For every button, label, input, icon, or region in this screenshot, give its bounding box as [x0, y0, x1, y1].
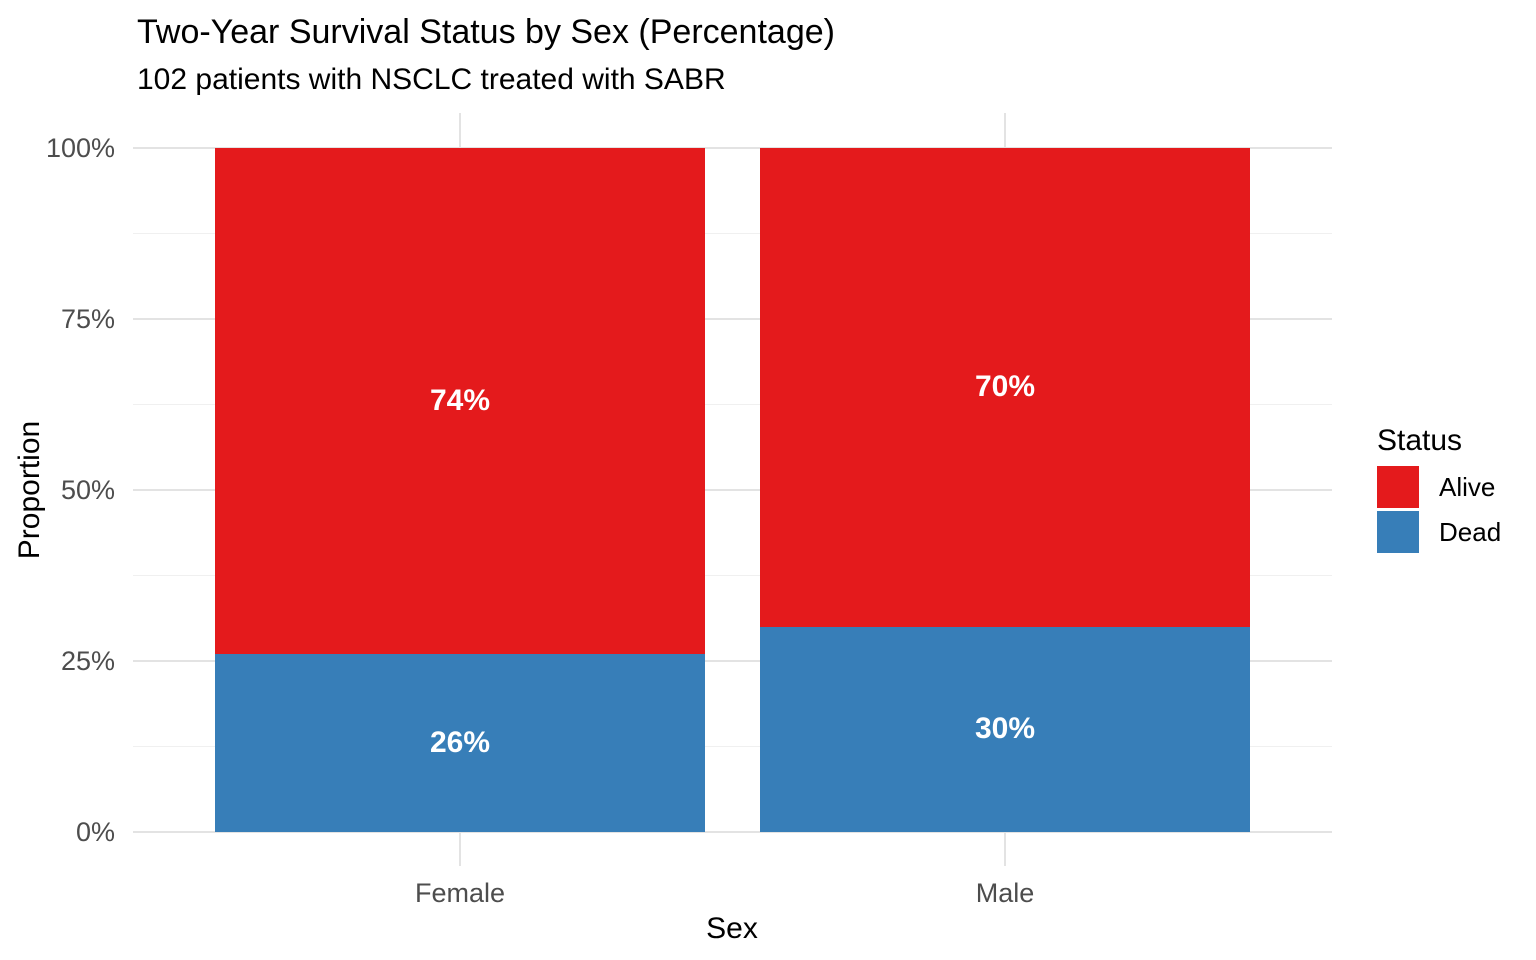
gridline-minor — [133, 575, 1332, 576]
legend: Status Alive Dead — [1377, 423, 1501, 556]
y-tick-label: 25% — [60, 646, 115, 676]
bar-label: 26% — [429, 726, 491, 760]
y-axis-title: Proportion — [13, 420, 46, 560]
legend-label: Alive — [1439, 472, 1496, 502]
bar-label: 70% — [974, 370, 1036, 404]
gridline-major — [133, 147, 1332, 149]
bar-segment-alive-male — [760, 148, 1250, 627]
legend-label: Dead — [1439, 517, 1502, 547]
gridline-minor — [133, 746, 1332, 747]
legend-entries: Alive Dead — [1377, 466, 1501, 553]
chart-title: Two-Year Survival Status by Sex (Percent… — [137, 13, 835, 51]
legend-swatch-alive — [1377, 466, 1419, 508]
legend-entry: Dead — [1377, 511, 1501, 553]
x-axis-title: Sex — [706, 912, 758, 945]
y-tick-label: 50% — [60, 475, 115, 505]
legend-swatch-dead — [1377, 511, 1419, 553]
gridline-major — [133, 489, 1332, 491]
y-tick-label: 100% — [45, 133, 115, 163]
bar-label: 30% — [974, 712, 1036, 746]
bar-segment-dead-female — [215, 654, 705, 832]
gridline-minor — [133, 404, 1332, 405]
y-tick-label: 75% — [60, 304, 115, 334]
bar-segment-alive-female — [215, 148, 705, 655]
gridline-minor — [133, 233, 1332, 234]
bar-segment-dead-male — [760, 626, 1250, 832]
legend-title: Status — [1377, 424, 1463, 457]
gridline-major — [133, 831, 1332, 833]
bar-label: 74% — [429, 384, 491, 418]
chart-subtitle: 102 patients with NSCLC treated with SAB… — [137, 63, 726, 96]
plot-panel: 26% 74% 30% 70% — [133, 113, 1332, 866]
y-tick-label: 0% — [75, 817, 115, 847]
gridline-major — [133, 318, 1332, 320]
gridline-major — [133, 660, 1332, 662]
x-tick-label: Female — [414, 878, 506, 908]
legend-entry: Alive — [1377, 466, 1501, 508]
x-tick-label: Male — [975, 878, 1035, 908]
